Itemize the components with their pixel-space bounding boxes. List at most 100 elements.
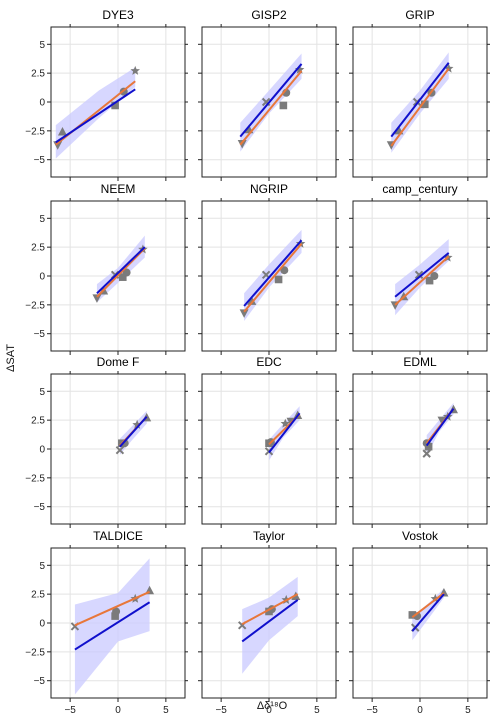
data-point-square <box>425 276 434 285</box>
data-point-circle <box>280 266 289 275</box>
y-tick-label: −5 <box>34 676 46 687</box>
data-point-tri_up <box>247 296 257 305</box>
data-point-star <box>443 63 454 73</box>
panel-title: NEEM <box>101 182 136 196</box>
y-tick-label: 5 <box>39 387 45 398</box>
confidence-band <box>240 53 302 152</box>
panel-edml: EDML <box>349 355 490 528</box>
y-tick-label: 5 <box>39 561 45 572</box>
data-point-star <box>132 419 142 429</box>
data-point-tri_up <box>57 127 67 136</box>
confidence-band <box>242 576 298 674</box>
panel-taylor: Taylor −5 0 5 <box>198 529 339 716</box>
data-point-square <box>420 100 429 109</box>
x-tick-label: 0 <box>115 705 121 716</box>
fit-line-blue <box>74 601 151 651</box>
panel-grip: GRIP <box>349 8 490 181</box>
data-point-square <box>424 442 433 451</box>
x-tick-label: −5 <box>215 705 227 716</box>
data-point-star <box>280 418 291 428</box>
x-tick-label: 5 <box>163 705 169 716</box>
data-point-star <box>130 65 140 75</box>
y-tick-label: −2.5 <box>25 126 45 137</box>
panel-title: camp_century <box>382 182 457 196</box>
panel-neem: NEEM −5 −2.5 0 2.5 5 <box>25 182 188 355</box>
y-tick-label: 2.5 <box>31 416 45 427</box>
fit-line-blue <box>394 252 450 298</box>
fit-line-blue <box>268 412 301 454</box>
panel-title: GISP2 <box>251 8 287 22</box>
fit-line-blue <box>425 408 455 447</box>
data-point-star <box>295 238 306 248</box>
panel-ngrip: NGRIP <box>198 182 339 355</box>
panel-title: EDML <box>403 355 437 369</box>
panel-edc: EDC <box>198 355 339 528</box>
fit-line-orange <box>243 243 303 313</box>
y-tick-label: 2.5 <box>31 243 45 254</box>
panel-title: NGRIP <box>250 182 288 196</box>
data-point-x <box>115 445 125 455</box>
data-point-tri_down <box>437 416 447 426</box>
y-tick-label: −5 <box>34 329 46 340</box>
data-point-circle <box>122 268 131 277</box>
panel-gisp2: GISP2 <box>198 8 339 181</box>
x-tick-label: −5 <box>366 705 378 716</box>
fit-line-blue <box>241 599 299 643</box>
data-point-circle <box>430 272 439 280</box>
panel-title: Dome F <box>97 355 140 369</box>
fit-line-blue <box>239 63 303 138</box>
panel-title: Taylor <box>253 529 285 543</box>
y-tick-label: 0 <box>39 619 45 630</box>
y-axis-label: ΔSAT <box>5 344 17 372</box>
fit-line-orange <box>241 593 299 626</box>
data-point-tri_down <box>239 309 249 318</box>
y-tick-label: 2.5 <box>31 590 45 601</box>
data-point-square <box>111 101 119 110</box>
x-tick-label: 5 <box>465 705 471 716</box>
data-point-tri_down <box>237 140 247 149</box>
fit-line-blue <box>96 246 146 295</box>
y-tick-label: 5 <box>39 40 45 51</box>
y-tick-label: 0 <box>39 272 45 283</box>
x-tick-label: 0 <box>266 705 272 716</box>
panel-camp-century: camp_century <box>349 182 490 355</box>
fit-line-blue <box>119 416 148 448</box>
x-tick-label: 5 <box>314 705 320 716</box>
fit-line-orange <box>74 590 150 627</box>
x-axis-label: Δδ¹⁸O <box>257 700 288 712</box>
y-tick-label: −2.5 <box>25 647 45 658</box>
y-tick-label: 5 <box>39 214 45 225</box>
data-point-square <box>274 275 283 284</box>
data-point-circle <box>112 607 121 616</box>
fit-line-orange <box>96 247 146 298</box>
fit-line-orange <box>411 592 445 619</box>
data-point-square <box>408 611 417 619</box>
x-tick-label: 0 <box>417 705 423 716</box>
y-tick-label: 2.5 <box>31 69 45 80</box>
fit-line-blue <box>55 88 136 144</box>
data-point-star <box>294 64 305 74</box>
panel-title: Vostok <box>402 529 439 543</box>
y-tick-label: −2.5 <box>25 473 45 484</box>
confidence-band <box>244 229 302 321</box>
fit-line-blue <box>390 62 450 138</box>
data-point-star <box>430 593 441 603</box>
fit-line-blue <box>243 239 303 307</box>
panel-vostok: Vostok −5 0 5 <box>349 529 490 716</box>
y-tick-label: −5 <box>34 502 46 513</box>
data-point-square <box>111 612 119 620</box>
panel-title: DYE3 <box>102 8 134 22</box>
y-tick-label: 0 <box>39 445 45 456</box>
y-tick-label: −2.5 <box>25 300 45 311</box>
y-tick-label: 0 <box>39 98 45 109</box>
fit-line-orange <box>390 67 450 147</box>
data-point-x <box>422 449 431 458</box>
panel-title: GRIP <box>405 8 434 22</box>
data-point-square <box>279 101 288 110</box>
data-point-tri_down <box>53 141 63 150</box>
fit-line-blue <box>411 593 445 632</box>
data-point-square <box>118 273 127 281</box>
panel-dye3: DYE3 −5 −2.5 0 2.5 5 <box>25 8 188 181</box>
